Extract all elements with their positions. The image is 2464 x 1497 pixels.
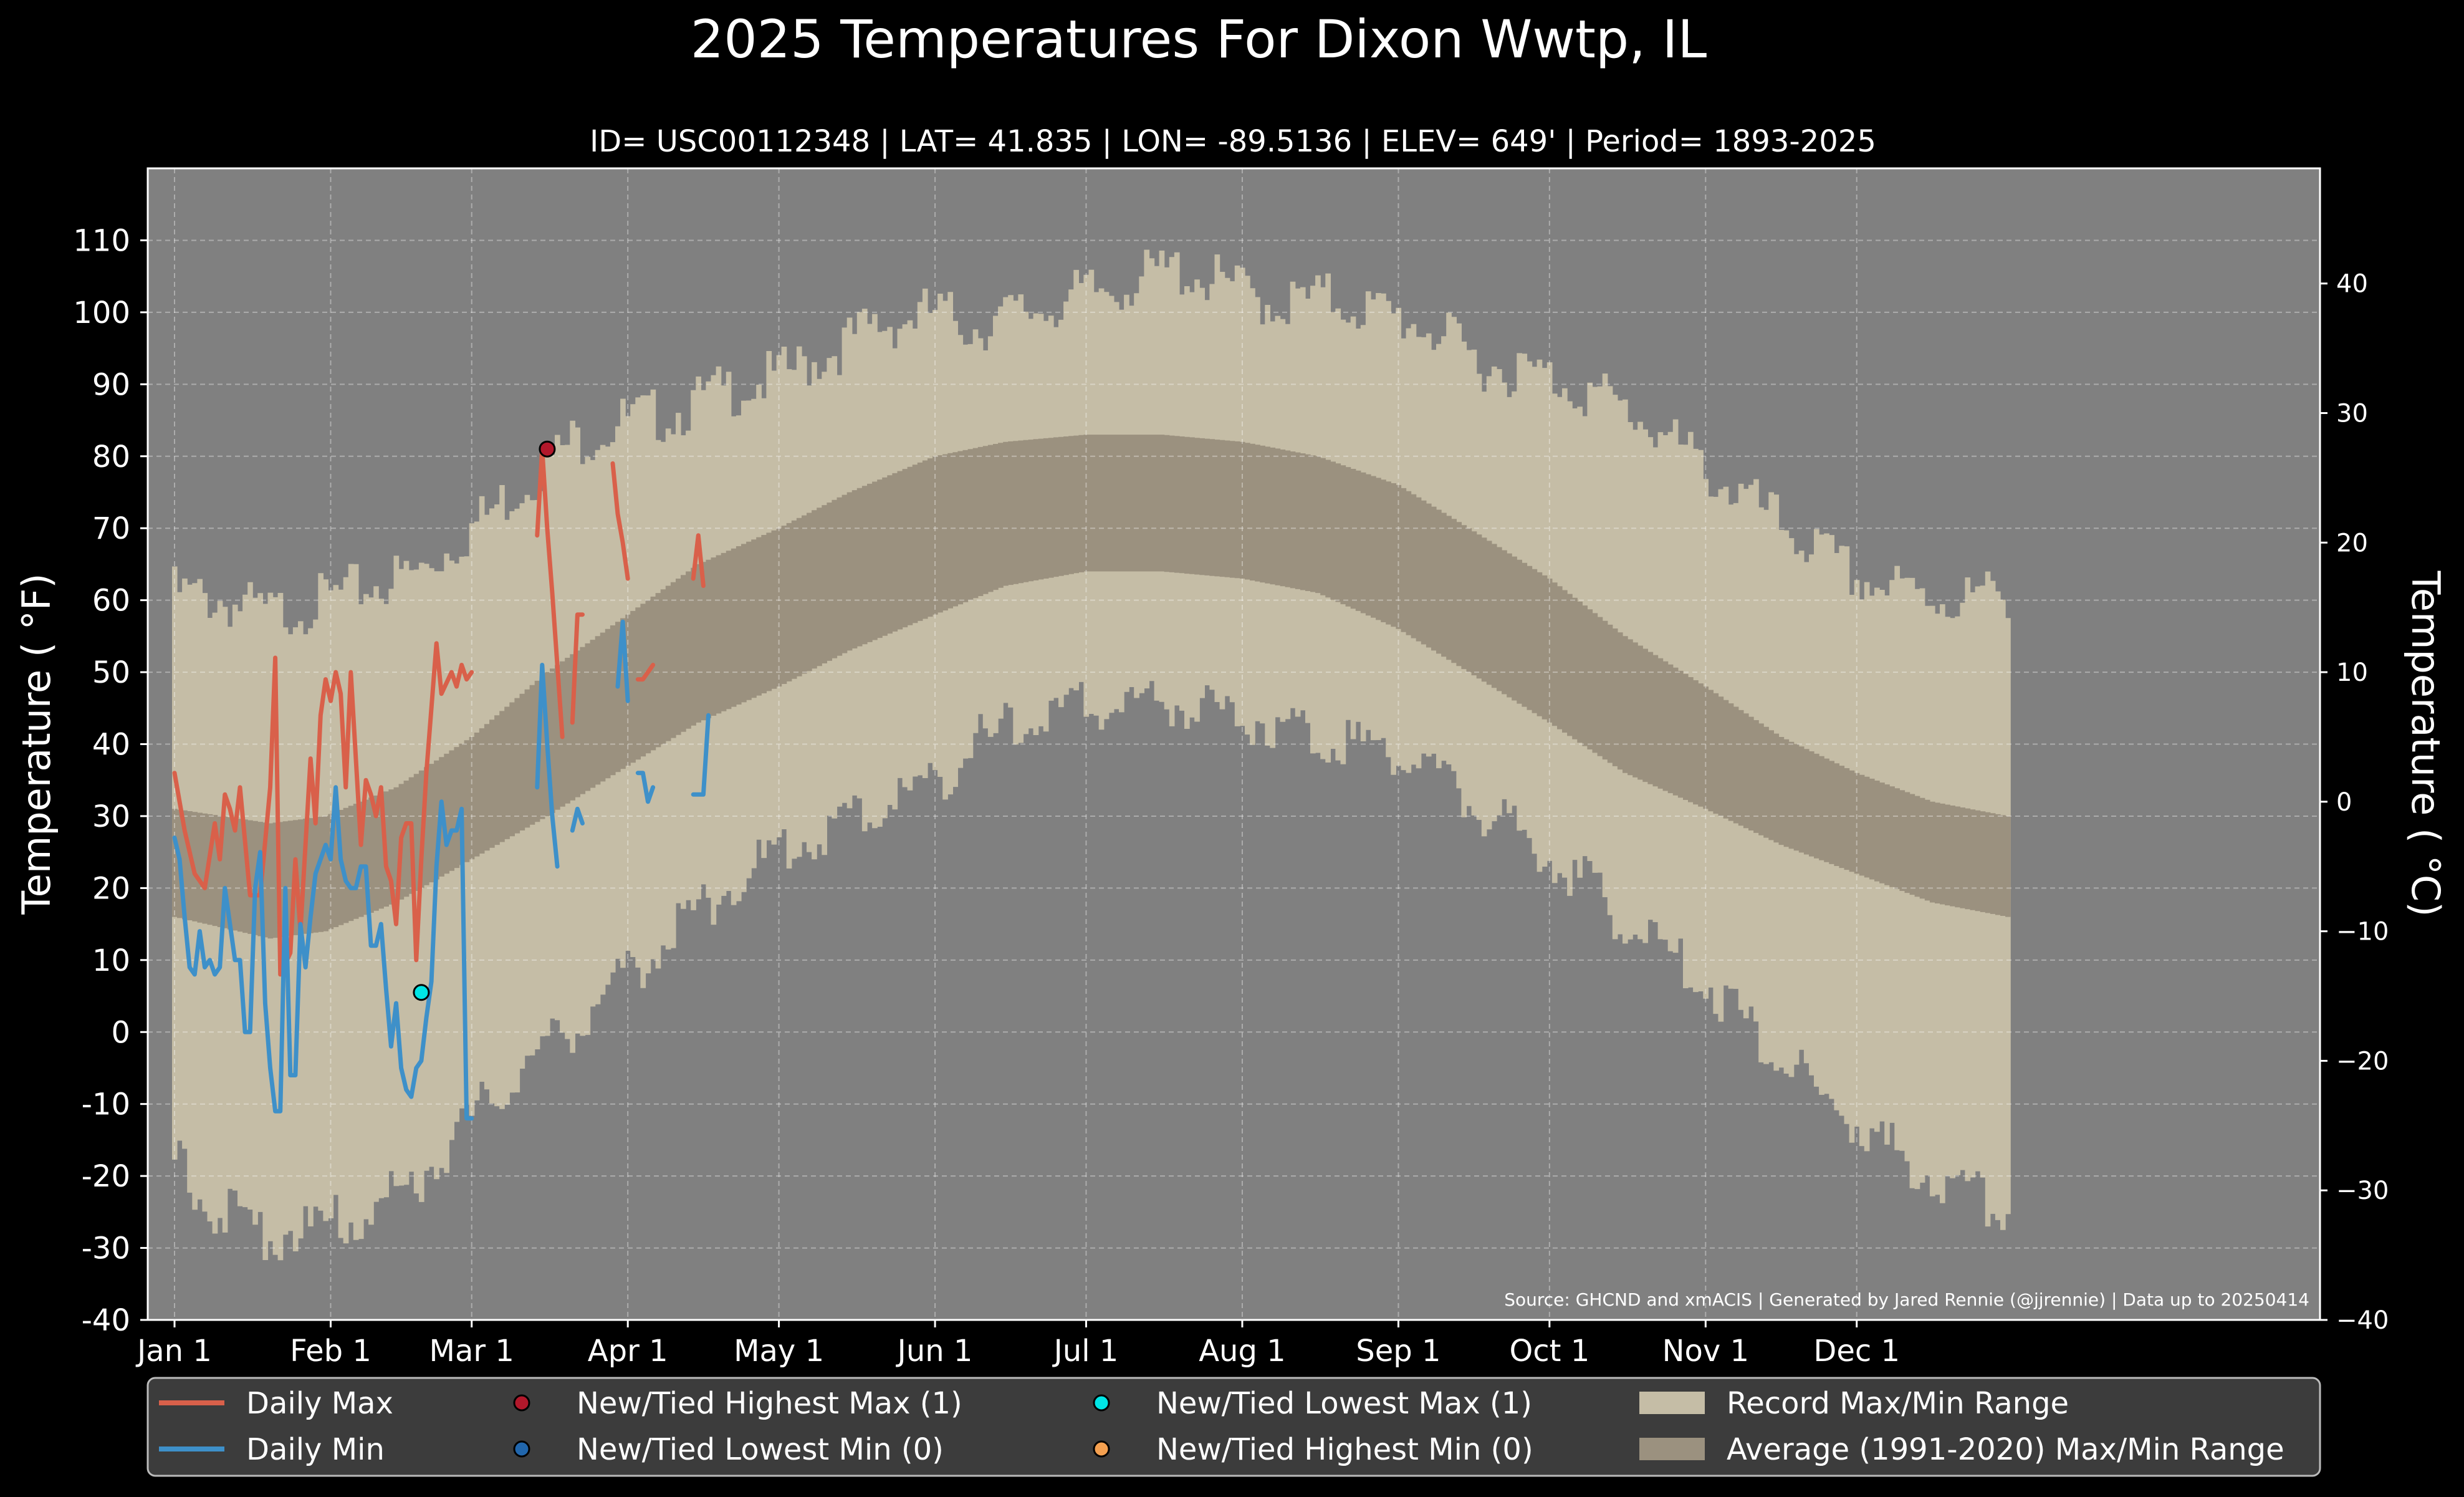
chart-subtitle: ID= USC00112348 | LAT= 41.835 | LON= -89… (590, 124, 1876, 159)
legend-label: Record Max/Min Range (1727, 1386, 2069, 1421)
y-tick-label: 90 (92, 367, 130, 402)
legend-label: Average (1991-2020) Max/Min Range (1727, 1432, 2284, 1467)
x-tick-label: Oct 1 (1509, 1334, 1589, 1369)
legend-label: New/Tied Highest Max (1) (577, 1386, 962, 1421)
y-tick-label: 70 (92, 511, 130, 546)
y-tick-label: -40 (82, 1303, 130, 1338)
x-tick-label: Nov 1 (1662, 1334, 1749, 1369)
legend-label: New/Tied Lowest Max (1) (1156, 1386, 1532, 1421)
y-tick-label: 110 (73, 223, 130, 258)
left-axis-label: Temperature ( °F) (14, 573, 59, 915)
legend-swatch-patch (1639, 1438, 1705, 1460)
c-tick-label: −40 (2336, 1306, 2389, 1335)
daily-max-line (691, 533, 706, 588)
x-tick-label: Apr 1 (588, 1334, 668, 1369)
legend-box (146, 1377, 2321, 1477)
x-tick-label: Aug 1 (1199, 1334, 1286, 1369)
daily-max-line (635, 663, 656, 682)
x-tick-label: Sep 1 (1356, 1334, 1441, 1369)
y-tick-label: 0 (111, 1015, 130, 1050)
c-tick-label: 10 (2336, 658, 2368, 687)
y-tick-label: -30 (82, 1231, 130, 1266)
y-tick-label: 80 (92, 440, 130, 474)
c-tick-label: −10 (2336, 918, 2389, 946)
record-range-bars (172, 249, 2011, 1261)
legend-swatch-dot (513, 1440, 530, 1458)
c-tick-label: −20 (2336, 1047, 2389, 1076)
record-marker (539, 440, 556, 458)
daily-min-line (615, 619, 630, 703)
daily-max-line (535, 446, 565, 739)
c-tick-label: 40 (2336, 270, 2368, 299)
daily-min-line (172, 785, 474, 1121)
c-tick-label: 20 (2336, 529, 2368, 557)
daily-min-line (570, 806, 585, 833)
x-tick-label: Jan 1 (135, 1334, 212, 1369)
daily-max-line (172, 641, 474, 977)
x-tick-label: Feb 1 (290, 1334, 372, 1369)
x-tick-label: Jun 1 (896, 1334, 973, 1369)
daily-min-line (535, 663, 560, 869)
y-tick-label: -10 (82, 1087, 130, 1122)
record-markers (413, 440, 556, 1001)
y-tick-label: -20 (82, 1159, 130, 1194)
y-tick-label: 60 (92, 584, 130, 619)
right-y-axis: −40 −30 −20 −10 0 10 20 30 40 (2320, 270, 2389, 1335)
record-range-area (172, 249, 2011, 1261)
daily-min-line (635, 771, 656, 804)
right-axis-label: Temperature ( °C) (2403, 570, 2448, 917)
legend-swatch-patch (1639, 1392, 1705, 1414)
legend-label: New/Tied Highest Min (0) (1156, 1432, 1533, 1467)
left-y-axis: -40 -30 -20 -10 0 10 20 30 40 50 60 70 80 90 100 110 (73, 223, 148, 1338)
c-tick-label: 0 (2336, 788, 2352, 817)
x-axis: Jan 1 Feb 1 Mar 1 Apr 1 May 1 Jun 1 Jul 1 Aug 1… (135, 1320, 1900, 1369)
legend-swatch-dot (1093, 1440, 1110, 1458)
x-tick-label: Jul 1 (1052, 1334, 1119, 1369)
source-note: Source: GHCND and xmACIS | Generated by … (1504, 1289, 2309, 1310)
legend-label: Daily Min (246, 1432, 385, 1467)
chart-title: 2025 Temperatures For Dixon Wwtp, IL (691, 9, 1707, 70)
legend-label: Daily Max (246, 1386, 393, 1421)
x-tick-label: Dec 1 (1813, 1334, 1900, 1369)
legend-swatch-dot (1093, 1394, 1110, 1412)
x-tick-label: May 1 (734, 1334, 824, 1369)
c-tick-label: 30 (2336, 399, 2368, 428)
y-tick-label: 10 (92, 943, 130, 978)
legend-swatch-dot (513, 1394, 530, 1412)
legend-label: New/Tied Lowest Min (0) (577, 1432, 944, 1467)
daily-min-line (691, 713, 711, 797)
c-tick-label: −30 (2336, 1177, 2389, 1205)
daily-series (172, 446, 711, 1121)
x-tick-label: Mar 1 (429, 1334, 514, 1369)
y-tick-label: 20 (92, 871, 130, 906)
record-marker (413, 984, 430, 1001)
y-tick-label: 40 (92, 728, 130, 763)
daily-max-line (610, 461, 630, 581)
daily-max-line (570, 612, 585, 725)
y-tick-label: 100 (73, 296, 130, 330)
legend: Daily Max Daily Min New/Tied Highest Max (… (146, 1377, 2321, 1477)
y-tick-label: 50 (92, 655, 130, 690)
y-tick-label: 30 (92, 799, 130, 834)
